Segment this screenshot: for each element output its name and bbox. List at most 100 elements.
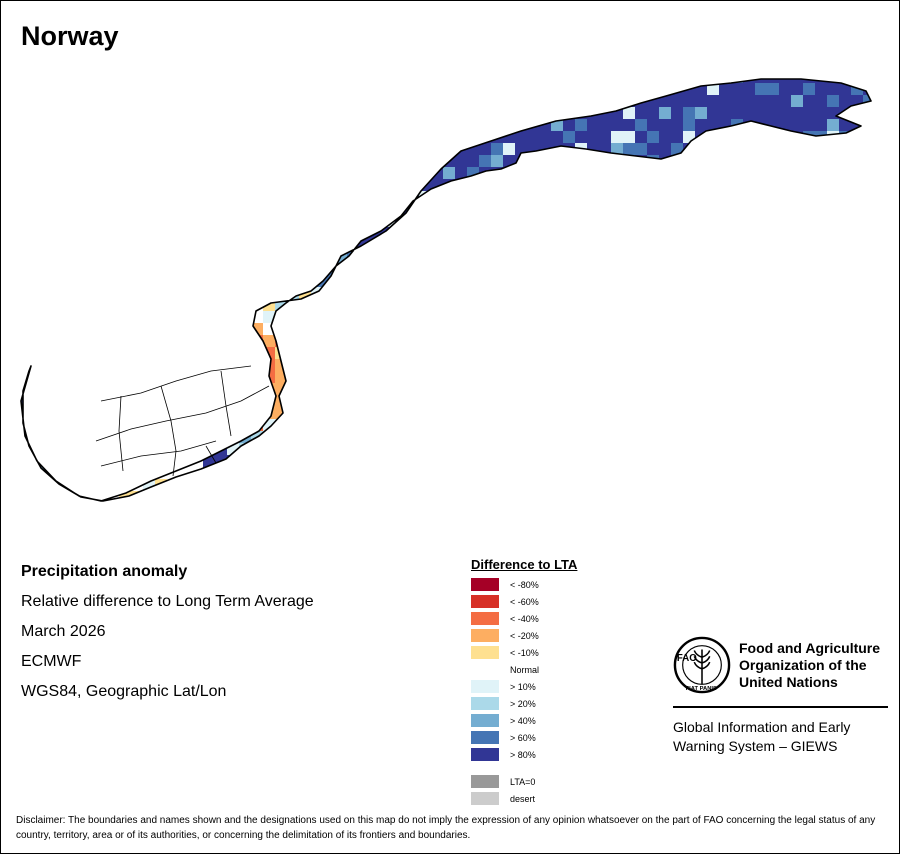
anomaly-cell <box>371 251 383 263</box>
anomaly-cell <box>755 311 767 323</box>
anomaly-cell <box>35 79 47 83</box>
anomaly-cell <box>347 491 359 501</box>
anomaly-cell <box>755 503 767 515</box>
anomaly-cell <box>539 83 551 95</box>
anomaly-cell <box>515 383 527 395</box>
anomaly-cell <box>431 419 443 431</box>
anomaly-cell <box>323 395 335 407</box>
anomaly-cell <box>443 287 455 299</box>
anomaly-cell <box>299 311 311 323</box>
anomaly-cell <box>215 467 227 479</box>
anomaly-cell <box>107 215 119 227</box>
anomaly-cell <box>179 167 191 179</box>
anomaly-cell <box>395 431 407 443</box>
anomaly-cell <box>527 287 539 299</box>
anomaly-cell <box>119 383 131 395</box>
anomaly-cell <box>803 203 815 215</box>
anomaly-cell <box>491 491 503 501</box>
anomaly-cell <box>251 119 263 131</box>
anomaly-cell <box>671 107 683 119</box>
anomaly-cell <box>179 395 191 407</box>
anomaly-cell <box>419 407 431 419</box>
anomaly-cell <box>767 431 779 443</box>
anomaly-cell <box>83 323 95 335</box>
anomaly-cell <box>527 383 539 395</box>
anomaly-cell <box>491 95 503 107</box>
anomaly-cell <box>407 287 419 299</box>
legend-item: < -80% <box>471 577 577 594</box>
anomaly-cell <box>59 83 71 95</box>
anomaly-cell <box>479 299 491 311</box>
anomaly-cell <box>563 299 575 311</box>
anomaly-cell <box>839 359 851 371</box>
anomaly-cell <box>371 335 383 347</box>
anomaly-cell <box>407 323 419 335</box>
anomaly-cell <box>719 443 731 455</box>
anomaly-cell <box>407 131 419 143</box>
anomaly-cell <box>215 251 227 263</box>
anomaly-cell <box>683 299 695 311</box>
anomaly-cell <box>107 359 119 371</box>
anomaly-cell <box>875 119 887 131</box>
anomaly-cell <box>359 167 371 179</box>
anomaly-cell <box>323 79 335 83</box>
anomaly-cell <box>599 95 611 107</box>
anomaly-cell <box>599 311 611 323</box>
anomaly-cell <box>431 83 443 95</box>
anomaly-cell <box>491 275 503 287</box>
anomaly-cell <box>467 479 479 491</box>
anomaly-cell <box>83 83 95 95</box>
anomaly-cell <box>155 155 167 167</box>
anomaly-cell <box>23 215 35 227</box>
anomaly-cell <box>215 179 227 191</box>
anomaly-cell <box>155 131 167 143</box>
anomaly-cell <box>251 167 263 179</box>
anomaly-cell <box>119 239 131 251</box>
anomaly-cell <box>107 299 119 311</box>
anomaly-cell <box>791 79 803 83</box>
anomaly-cell <box>851 167 863 179</box>
anomaly-cell <box>671 287 683 299</box>
anomaly-cell <box>767 203 779 215</box>
anomaly-cell <box>491 107 503 119</box>
anomaly-cell <box>179 227 191 239</box>
anomaly-cell <box>203 167 215 179</box>
anomaly-cell <box>851 359 863 371</box>
anomaly-cell <box>731 83 743 95</box>
anomaly-cell <box>683 287 695 299</box>
anomaly-cell <box>83 227 95 239</box>
anomaly-cell <box>347 215 359 227</box>
anomaly-cell <box>659 167 671 179</box>
anomaly-cell <box>467 299 479 311</box>
anomaly-cell <box>719 287 731 299</box>
anomaly-cell <box>47 83 59 95</box>
anomaly-cell <box>347 263 359 275</box>
anomaly-cell <box>623 299 635 311</box>
anomaly-cell <box>851 455 863 467</box>
anomaly-cell <box>839 395 851 407</box>
anomaly-cell <box>107 443 119 455</box>
anomaly-cell <box>707 95 719 107</box>
anomaly-cell <box>599 83 611 95</box>
anomaly-cell <box>503 491 515 501</box>
anomaly-cell <box>203 467 215 479</box>
anomaly-cell <box>791 455 803 467</box>
organization-name: Food and Agriculture Organization of the… <box>739 640 881 690</box>
anomaly-cell <box>719 119 731 131</box>
anomaly-cell <box>215 503 227 515</box>
anomaly-cell <box>791 323 803 335</box>
anomaly-cell <box>719 155 731 167</box>
anomaly-cell <box>299 107 311 119</box>
anomaly-cell <box>575 335 587 347</box>
legend-label: > 10% <box>510 682 536 692</box>
anomaly-cell <box>311 179 323 191</box>
anomaly-cell <box>71 347 83 359</box>
anomaly-cell <box>347 455 359 467</box>
anomaly-cell <box>83 503 95 515</box>
county-boundaries <box>95 365 270 477</box>
anomaly-cell <box>575 407 587 419</box>
anomaly-cell <box>35 359 47 371</box>
anomaly-cell <box>611 251 623 263</box>
anomaly-cell <box>71 503 83 515</box>
anomaly-cell <box>491 443 503 455</box>
